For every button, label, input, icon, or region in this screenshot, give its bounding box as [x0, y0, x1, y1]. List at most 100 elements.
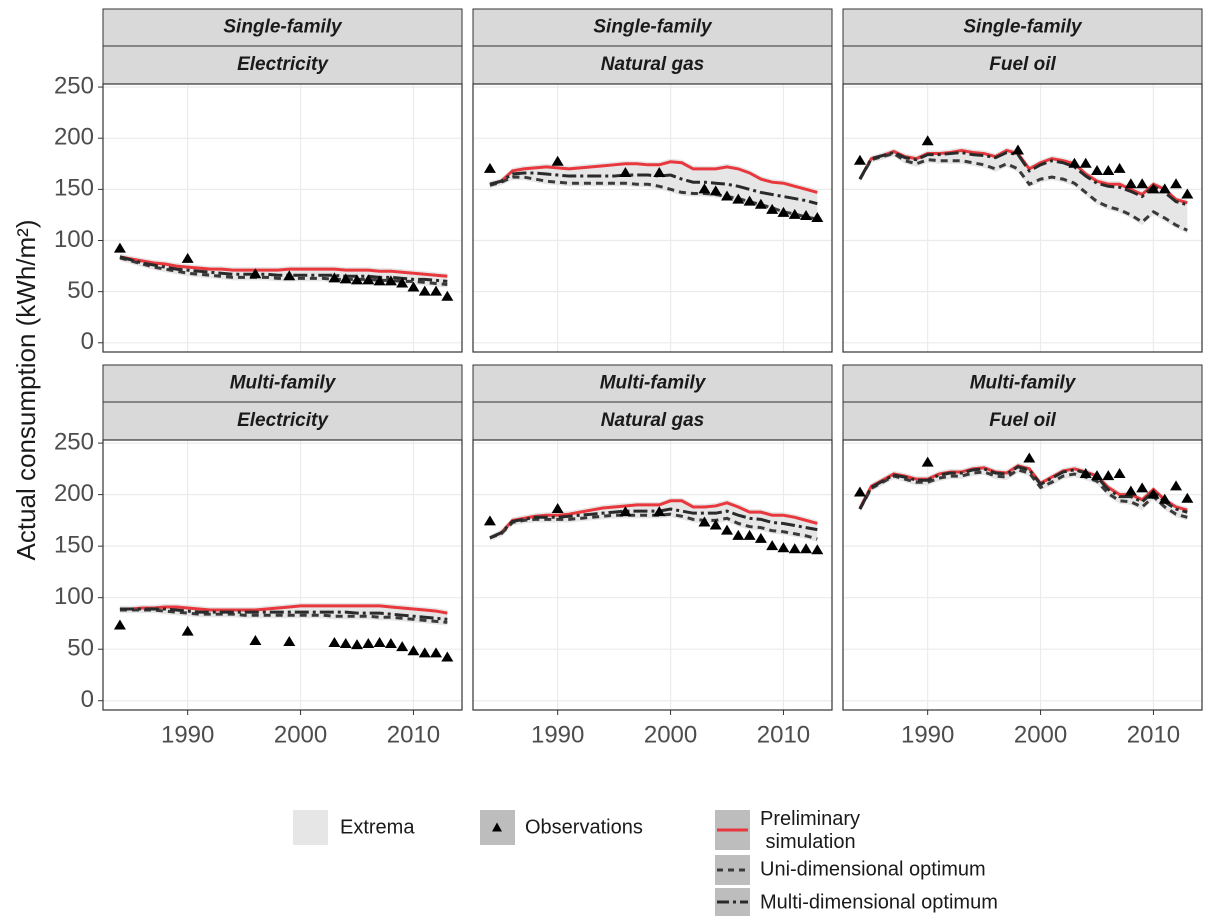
facet-strip: [472, 401, 833, 441]
observation: [1113, 162, 1126, 173]
panel-border: [102, 439, 463, 711]
dashed-line: [858, 468, 1188, 519]
facet-strip: [472, 8, 833, 47]
observation: [811, 544, 824, 555]
facet-strip: [102, 364, 463, 403]
facet-strip: [102, 8, 463, 47]
observation: [721, 524, 734, 535]
observation: [709, 185, 722, 196]
x-tick-label: 1990: [161, 721, 214, 748]
panel-background: [473, 440, 832, 710]
observation: [384, 275, 397, 286]
observation: [483, 162, 496, 173]
observation: [853, 154, 866, 165]
observation: [921, 456, 934, 467]
dotdash-line: [119, 255, 448, 283]
observation: [766, 203, 779, 214]
observation: [351, 639, 364, 650]
observation: [441, 290, 454, 301]
observation: [1147, 183, 1160, 194]
observation: [800, 209, 813, 220]
observation: [1158, 493, 1171, 504]
observation: [339, 273, 352, 284]
observation: [373, 637, 386, 648]
y-axis-label: Actual consumption (kWh/m²): [11, 220, 41, 561]
legend-key: [293, 810, 328, 845]
x-tick-label: 1990: [901, 721, 954, 748]
observation: [181, 252, 194, 263]
panel-border: [472, 83, 833, 353]
observation: [396, 277, 409, 288]
observation: [800, 543, 813, 554]
panel-border: [102, 83, 463, 353]
observation: [788, 208, 801, 219]
observation: [328, 272, 341, 283]
panel-background: [103, 84, 462, 352]
observation: [653, 506, 666, 517]
facet-label: Fuel oil: [989, 54, 1056, 75]
x-tick-label: 2010: [387, 721, 440, 748]
observation: [407, 645, 420, 656]
x-tick-label: 2000: [274, 721, 327, 748]
observation: [1158, 183, 1171, 194]
y-tick-label: 0: [81, 328, 94, 355]
solid-line: [119, 255, 448, 278]
observation: [698, 516, 711, 527]
observation: [249, 268, 262, 279]
facet-label: Single-family: [963, 17, 1083, 38]
observation: [181, 625, 194, 636]
observation: [1124, 178, 1137, 189]
legend-label: Multi-dimensional optimum: [760, 891, 998, 913]
observation: [1023, 452, 1036, 463]
dotdash-line: [858, 150, 1188, 207]
y-tick-label: 150: [54, 531, 94, 558]
y-tick-label: 250: [54, 72, 94, 99]
observation: [811, 212, 824, 222]
observation: [1136, 178, 1149, 189]
observation: [362, 638, 375, 649]
dashed-line: [489, 512, 818, 541]
observation: [551, 503, 564, 514]
observation: [113, 242, 126, 253]
panel-background: [103, 440, 462, 710]
observation: [766, 540, 779, 551]
observation: [777, 542, 790, 553]
y-tick-label: 150: [54, 175, 94, 202]
observation: [1136, 482, 1149, 493]
facet-strip: [102, 401, 463, 441]
y-tick-label: 50: [67, 277, 94, 304]
extrema-band: [489, 158, 818, 223]
dotdash-line: [489, 507, 818, 540]
observation: [1124, 485, 1137, 496]
observation: [1147, 488, 1160, 499]
observation: [351, 274, 364, 285]
observation: [1113, 468, 1126, 479]
observation: [430, 647, 443, 658]
observation: [407, 281, 420, 292]
solid-line: [489, 499, 818, 540]
legend-label: Extrema: [340, 816, 415, 838]
x-tick-label: 2000: [644, 721, 697, 748]
solid-line: [119, 604, 448, 615]
observation: [1181, 492, 1194, 503]
x-tick-label: 2010: [1127, 721, 1180, 748]
y-tick-label: 0: [81, 686, 94, 713]
dotdash-line: [489, 171, 818, 206]
observation: [1181, 188, 1194, 199]
observation: [754, 198, 767, 209]
observation: [328, 637, 341, 648]
x-tick-label: 2010: [757, 721, 810, 748]
y-tick-label: 200: [54, 480, 94, 507]
dotdash-line: [119, 607, 448, 621]
dotdash-line: [858, 465, 1188, 514]
facet-strip: [102, 45, 463, 85]
panel-border: [842, 83, 1203, 353]
legend-label: Preliminary simulation: [760, 808, 860, 853]
legend-key: [492, 822, 502, 832]
observation: [249, 634, 262, 645]
observation: [921, 135, 934, 146]
y-tick-label: 250: [54, 428, 94, 455]
panel-border: [842, 439, 1203, 711]
